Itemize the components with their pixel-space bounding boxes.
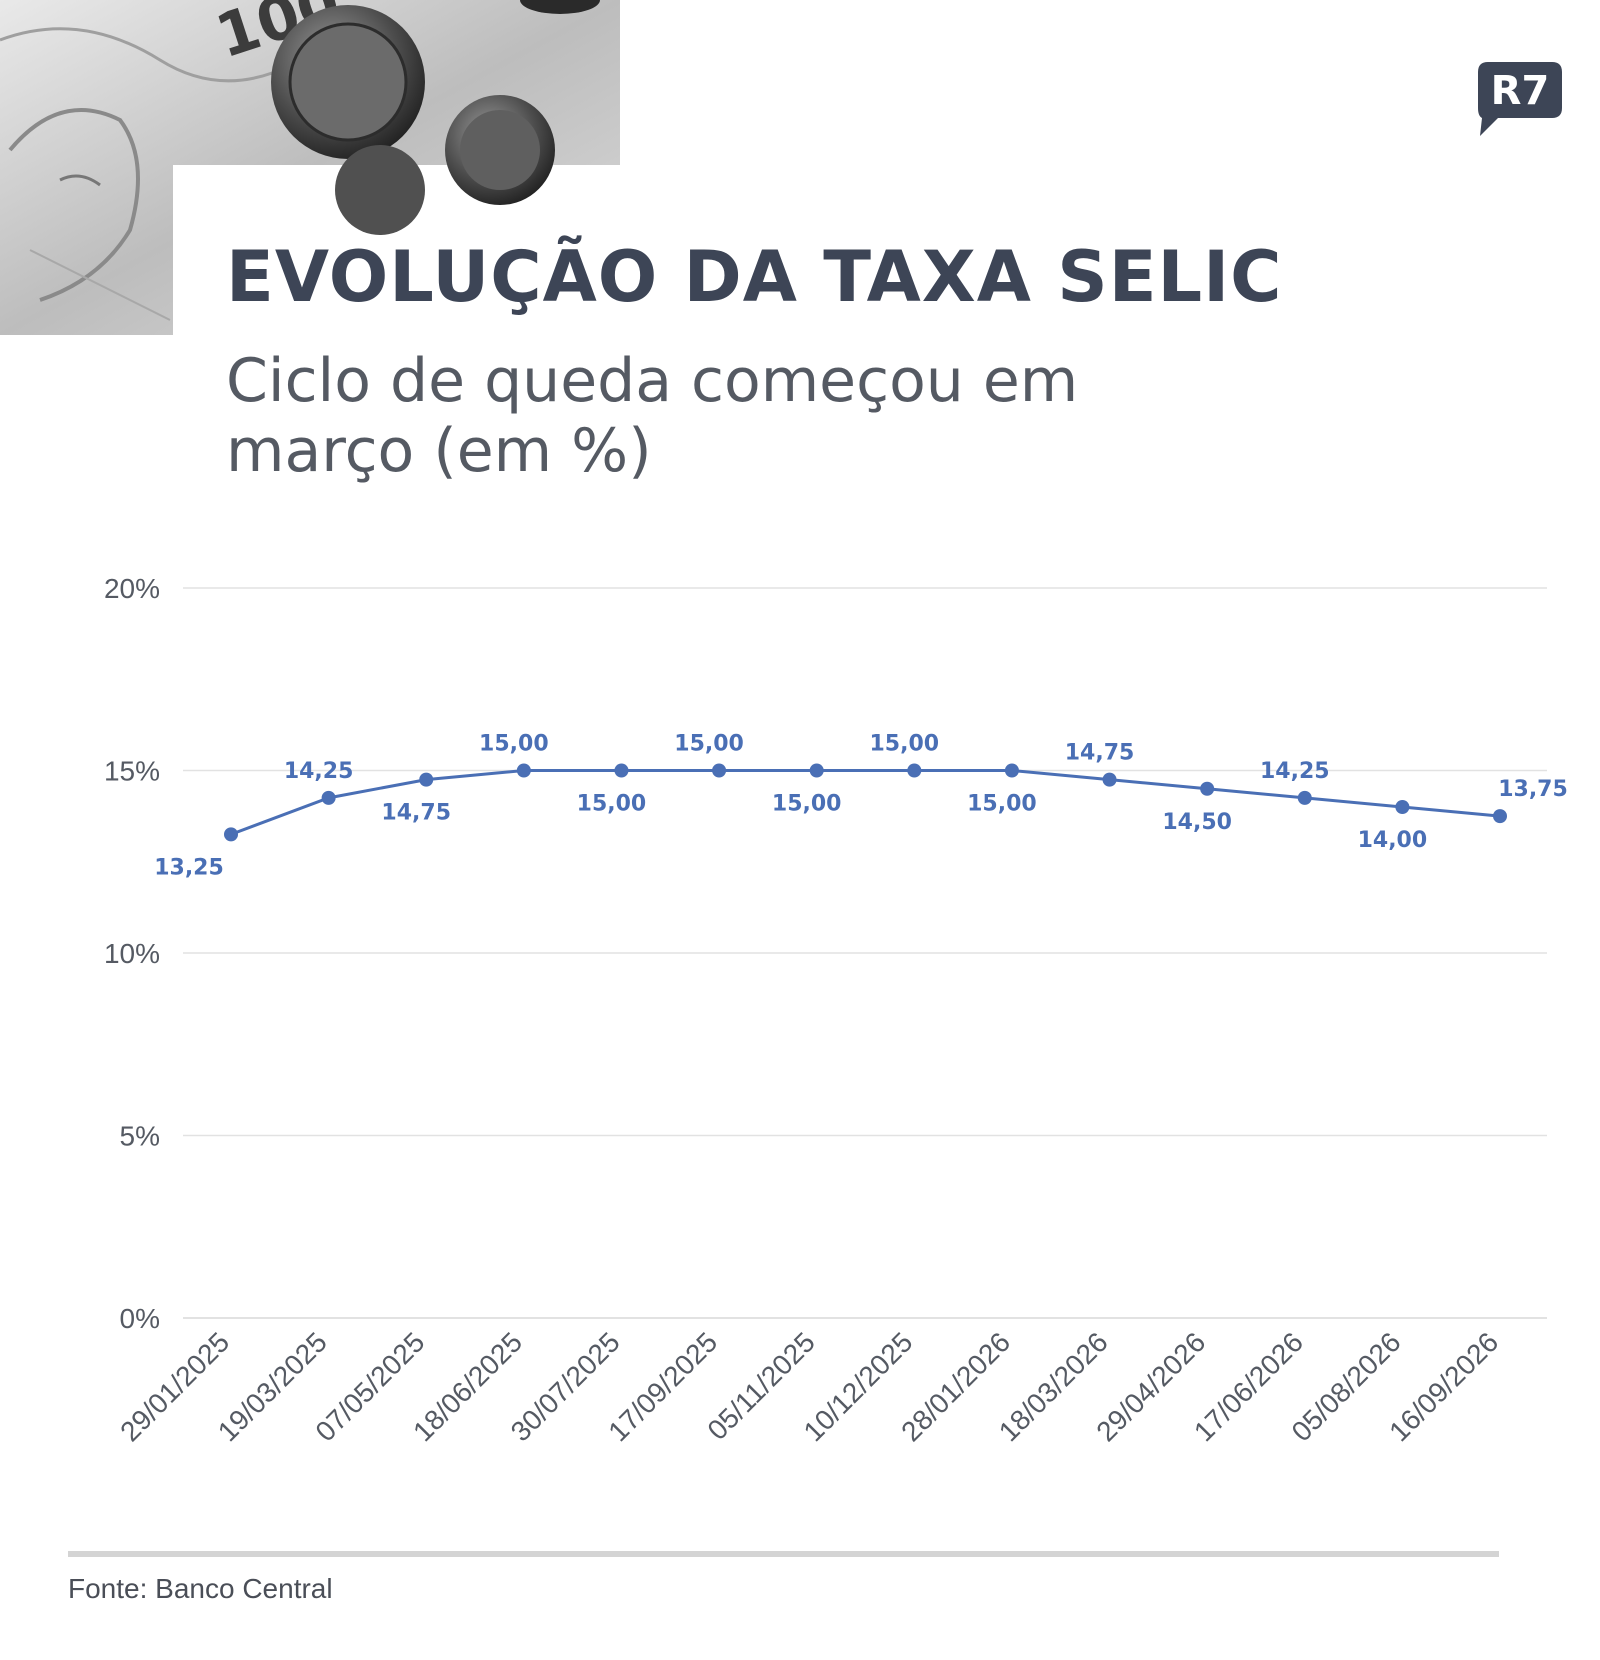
r7-logo: R7 <box>1478 62 1562 136</box>
data-label: 14,75 <box>381 801 451 826</box>
chart-subtitle: Ciclo de queda começou em março (em %) <box>226 346 1226 486</box>
data-point <box>1395 800 1410 814</box>
data-label: 15,00 <box>479 732 549 757</box>
y-tick-label: 10% <box>104 938 160 969</box>
data-label: 14,25 <box>284 759 354 784</box>
data-point <box>1004 763 1019 778</box>
data-label: 15,00 <box>967 792 1037 817</box>
data-point <box>712 763 727 778</box>
data-point <box>321 790 336 805</box>
data-label: 15,00 <box>674 732 744 757</box>
data-label: 14,50 <box>1162 810 1232 835</box>
data-label: 14,25 <box>1260 759 1330 784</box>
grid-layer: 0%5%10%15%20%29/01/202519/03/202507/05/2… <box>104 573 1547 1447</box>
data-point <box>614 763 629 778</box>
data-point <box>907 763 922 778</box>
data-label: 15,00 <box>577 792 647 817</box>
subtitle-line-2: março (em %) <box>226 416 652 486</box>
footer-divider <box>68 1551 1499 1557</box>
data-label: 15,00 <box>772 792 842 817</box>
data-point <box>1493 809 1507 824</box>
data-point <box>1102 772 1117 787</box>
data-label: 14,00 <box>1358 828 1428 853</box>
subtitle-line-1: Ciclo de queda começou em <box>226 346 1079 416</box>
label-layer: 13,25 14,25 14,75 15,00 15,00 15,00 15,00 15,00… <box>154 732 1568 881</box>
y-tick-label: 0% <box>120 1303 160 1334</box>
data-label: 15,00 <box>870 732 940 757</box>
data-point <box>809 763 824 778</box>
data-label: 14,75 <box>1065 741 1135 766</box>
selic-line-chart: 0%5%10%15%20%29/01/202519/03/202507/05/2… <box>104 573 1568 1447</box>
data-point <box>1200 781 1215 796</box>
data-label: 13,75 <box>1498 777 1568 802</box>
y-tick-label: 15% <box>104 756 160 787</box>
y-tick-label: 5% <box>120 1121 160 1152</box>
y-tick-label: 20% <box>104 573 160 604</box>
data-point <box>516 763 531 778</box>
svg-text:R7: R7 <box>1491 68 1550 114</box>
data-point <box>419 772 434 787</box>
data-label: 13,25 <box>154 855 224 880</box>
data-point <box>224 827 238 842</box>
data-point <box>1297 790 1312 805</box>
series-line <box>230 769 1501 836</box>
source-note: Fonte: Banco Central <box>68 1573 333 1604</box>
money-photo: 100 <box>0 0 620 335</box>
series-layer <box>224 763 1507 842</box>
chart-title: EVOLUÇÃO DA TAXA SELIC <box>226 236 1283 318</box>
